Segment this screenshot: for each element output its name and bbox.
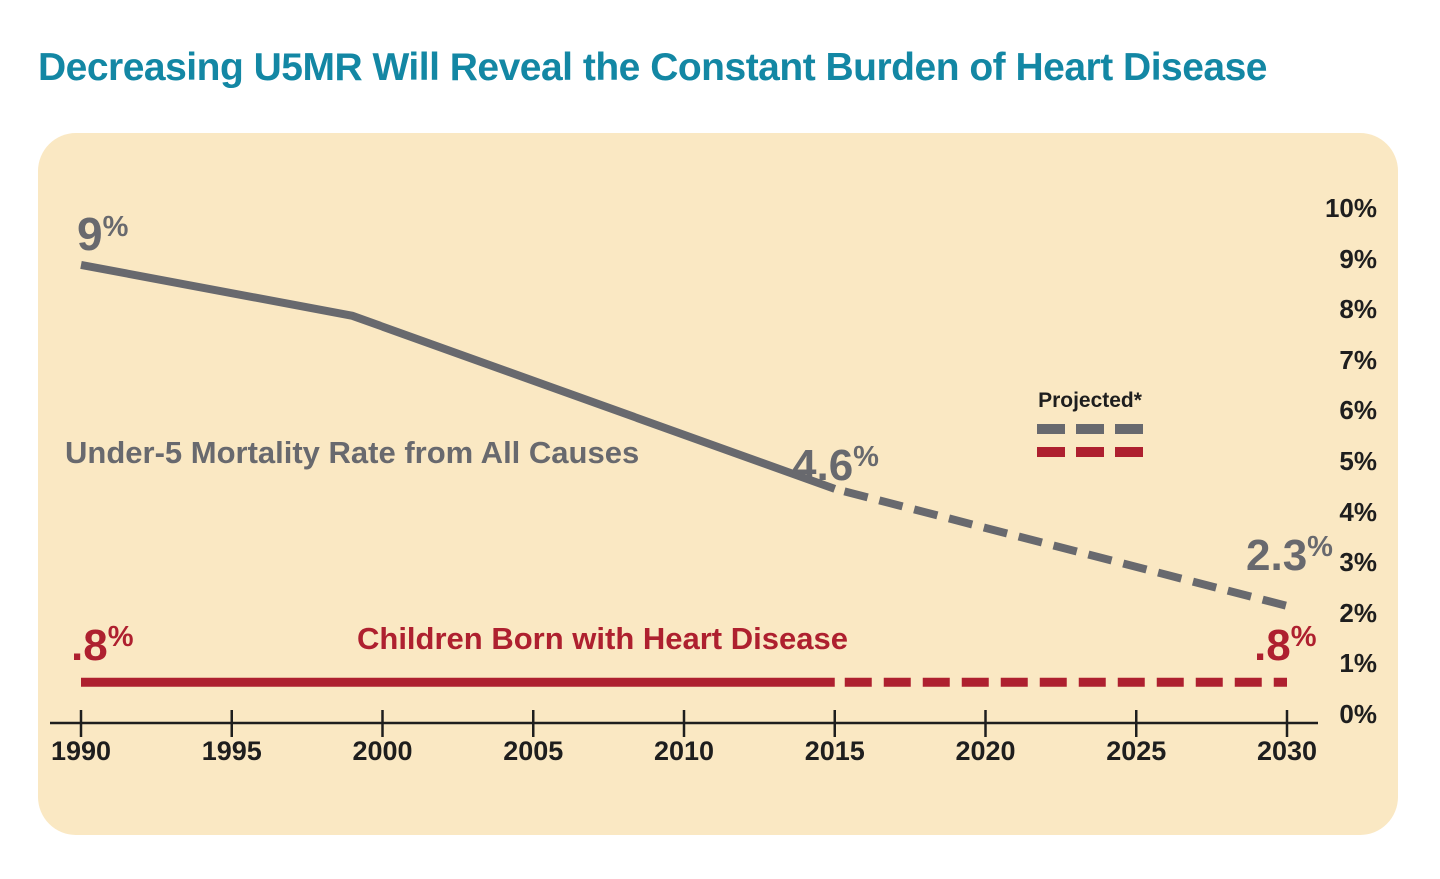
x-axis-label: 2015 [804,736,865,766]
series-label-u5mr: Under-5 Mortality Rate from All Causes [65,435,640,470]
value-main: 4.6 [792,441,854,490]
value-main: 2.3 [1246,531,1308,580]
value-label-u5mr-2030: 2.3% [1246,531,1333,580]
x-axis-label: 2000 [352,736,413,766]
value-label-chd-2030: .8% [1254,621,1317,670]
y-axis-label: 6% [1339,395,1377,426]
y-axis-label: 5% [1339,446,1377,476]
legend-title: Projected* [1038,389,1142,412]
y-axis-label: 10% [1324,193,1377,223]
legend-red-dashed-swatch [1037,447,1143,457]
page-title: Decreasing U5MR Will Reveal the Constant… [38,46,1268,89]
x-axis-label: 1995 [201,736,262,766]
y-axis-label: 9% [1339,243,1377,274]
percent-sign: % [102,211,129,243]
percent-sign: % [853,441,879,473]
value-main: .8 [1254,621,1291,670]
y-axis-label: 4% [1339,496,1377,527]
value-label-u5mr-1990: 9% [77,211,128,257]
y-axis-label: 3% [1339,547,1377,578]
x-axis-label: 1990 [50,736,112,766]
value-label-u5mr-2015: 4.6% [792,441,879,490]
x-axis-label: 2010 [653,736,715,766]
x-axis-label: 2030 [1256,736,1318,766]
legend-gray-dashed-swatch [1037,424,1143,434]
x-axis-label: 2005 [503,736,564,766]
chart-panel [38,133,1398,835]
x-axis-label: 2025 [1106,736,1167,766]
value-main: 9 [77,208,103,260]
series-label-heart-disease: Children Born with Heart Disease [357,621,848,656]
y-axis-label: 0% [1339,699,1377,729]
legend-projected: Projected* [1034,390,1146,470]
percent-sign: % [1307,531,1333,563]
y-axis-label: 2% [1339,597,1377,628]
y-axis-label: 8% [1339,294,1377,325]
x-axis-label: 2020 [955,736,1016,766]
percent-sign: % [1290,621,1317,653]
y-axis-label: 7% [1339,344,1377,375]
percent-sign: % [107,621,134,653]
value-main: .8 [71,621,108,670]
value-label-chd-1990: .8% [71,621,134,670]
y-axis-label: 1% [1339,648,1377,679]
